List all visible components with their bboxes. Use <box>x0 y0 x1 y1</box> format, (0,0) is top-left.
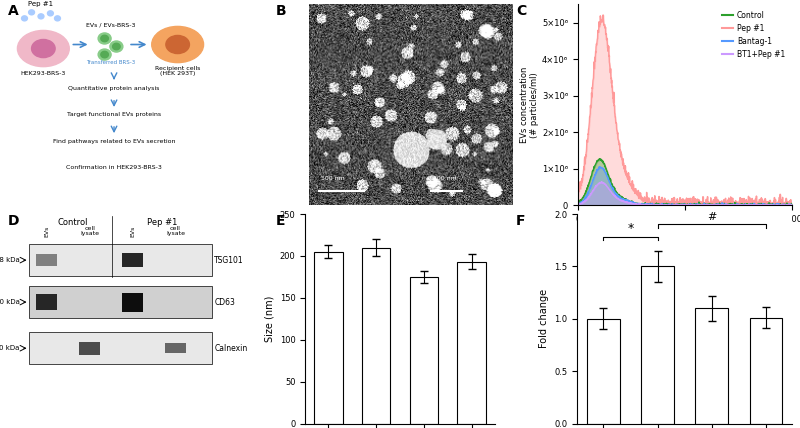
Text: B: B <box>276 4 286 18</box>
Ellipse shape <box>47 11 54 16</box>
Text: C: C <box>516 4 526 18</box>
Ellipse shape <box>101 35 108 42</box>
Text: 500 nm: 500 nm <box>321 176 345 181</box>
Text: CD63: CD63 <box>214 297 235 306</box>
Bar <box>458 262 486 424</box>
Ellipse shape <box>166 36 190 54</box>
Text: D: D <box>8 214 19 228</box>
Bar <box>30 286 212 318</box>
Ellipse shape <box>18 30 70 67</box>
Bar <box>695 308 728 424</box>
Text: cell
lysate: cell lysate <box>166 226 185 236</box>
Ellipse shape <box>101 51 108 58</box>
Text: #: # <box>707 212 717 223</box>
Bar <box>314 252 342 424</box>
Text: 100 kDa: 100 kDa <box>0 345 20 351</box>
Text: Pep #1: Pep #1 <box>147 218 178 227</box>
Bar <box>750 318 782 424</box>
Bar <box>30 333 212 364</box>
Text: Confirmation in HEK293-BRS-3: Confirmation in HEK293-BRS-3 <box>66 165 162 170</box>
Bar <box>362 247 390 424</box>
Bar <box>30 244 212 276</box>
Bar <box>642 266 674 424</box>
Text: *: * <box>627 222 634 235</box>
Legend: Control, Pep #1, Bantag-1, BT1+Pep #1: Control, Pep #1, Bantag-1, BT1+Pep #1 <box>718 8 788 62</box>
Bar <box>410 277 438 424</box>
Ellipse shape <box>31 39 55 58</box>
Bar <box>165 343 186 354</box>
Ellipse shape <box>98 49 111 60</box>
Text: Quantitative protein analysis: Quantitative protein analysis <box>68 86 160 91</box>
Text: 48 kDa: 48 kDa <box>0 257 20 263</box>
Text: E: E <box>276 214 286 228</box>
Text: HEK293-BRS-3: HEK293-BRS-3 <box>21 71 66 76</box>
Text: A: A <box>8 4 18 18</box>
Ellipse shape <box>29 10 34 15</box>
Text: Find pathways related to EVs secretion: Find pathways related to EVs secretion <box>53 139 175 143</box>
Ellipse shape <box>98 33 111 44</box>
Bar <box>122 293 143 312</box>
Y-axis label: Fold change: Fold change <box>539 289 549 348</box>
Bar <box>36 294 58 310</box>
Text: EVs: EVs <box>44 226 49 237</box>
X-axis label: Size (nm): Size (nm) <box>662 230 708 240</box>
Text: Pep #1: Pep #1 <box>29 1 54 7</box>
Bar <box>79 342 100 354</box>
Y-axis label: EVs concentration
(# particles/ml): EVs concentration (# particles/ml) <box>520 67 539 143</box>
Ellipse shape <box>110 41 123 52</box>
Bar <box>36 254 58 266</box>
Ellipse shape <box>113 43 120 50</box>
Text: Recipient cells
(HEK 293T): Recipient cells (HEK 293T) <box>155 65 200 77</box>
Text: 100 nm: 100 nm <box>433 176 457 181</box>
Text: F: F <box>516 214 526 228</box>
Text: EVs: EVs <box>130 226 135 237</box>
Ellipse shape <box>54 16 61 21</box>
Text: 70 kDa: 70 kDa <box>0 299 20 305</box>
Bar <box>122 253 143 268</box>
Text: Calnexin: Calnexin <box>214 344 247 353</box>
Ellipse shape <box>22 16 27 21</box>
Bar <box>587 319 619 424</box>
Text: TSG101: TSG101 <box>214 256 244 265</box>
Ellipse shape <box>152 27 203 62</box>
Y-axis label: Size (nm): Size (nm) <box>264 296 274 342</box>
Ellipse shape <box>38 14 44 19</box>
Text: EVs / EVs-BRS-3: EVs / EVs-BRS-3 <box>86 22 135 27</box>
Text: Control: Control <box>57 218 88 227</box>
Text: Target functional EVs proteins: Target functional EVs proteins <box>67 113 161 117</box>
Text: cell
lysate: cell lysate <box>80 226 99 236</box>
Text: Transferred BRS-3: Transferred BRS-3 <box>86 59 135 65</box>
